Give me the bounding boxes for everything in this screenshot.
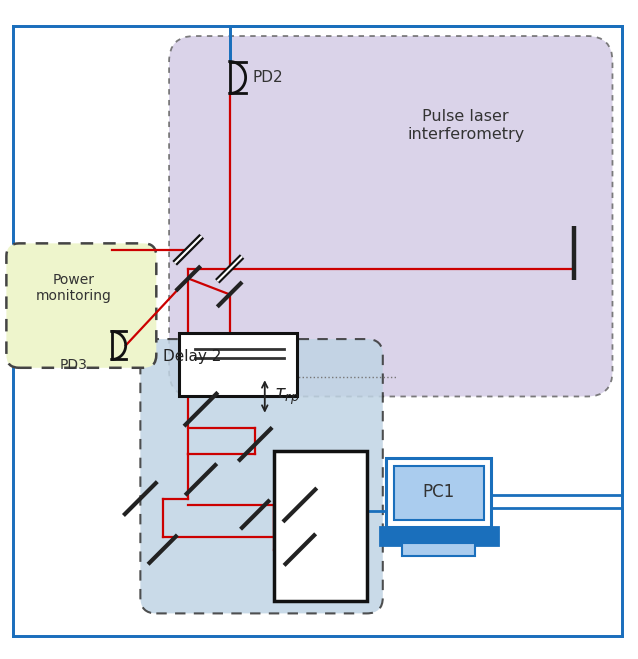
Bar (380, 527, 498, 544)
Text: Power
monitoring: Power monitoring (36, 273, 111, 303)
FancyBboxPatch shape (169, 36, 612, 397)
Bar (386, 459, 491, 527)
Text: PD3: PD3 (59, 358, 87, 372)
Text: PD2: PD2 (252, 70, 283, 85)
Text: PC1: PC1 (422, 483, 455, 501)
Bar (402, 542, 475, 556)
FancyBboxPatch shape (6, 243, 156, 368)
Text: $\tau_{rp}$: $\tau_{rp}$ (274, 386, 300, 407)
Bar (394, 466, 484, 520)
Text: Pulse laser
interferometry: Pulse laser interferometry (407, 109, 524, 142)
Text: Delay 2: Delay 2 (163, 349, 221, 364)
Bar (274, 451, 367, 600)
FancyBboxPatch shape (140, 339, 383, 614)
Bar (179, 333, 297, 397)
